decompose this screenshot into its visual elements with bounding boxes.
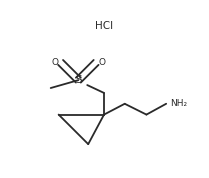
Text: O: O	[98, 58, 105, 67]
Text: O: O	[52, 58, 59, 67]
Text: NH₂: NH₂	[170, 99, 187, 108]
Text: HCl: HCl	[95, 21, 113, 31]
Text: S: S	[75, 75, 82, 85]
